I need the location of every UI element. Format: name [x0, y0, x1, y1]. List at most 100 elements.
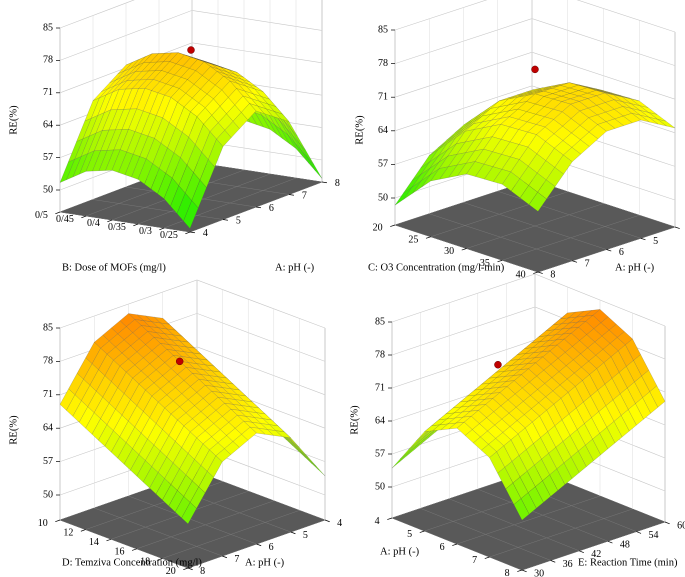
surface-patch [183, 200, 199, 229]
x-tick [288, 194, 294, 196]
x-tick-label: 7 [585, 258, 590, 269]
x-tick-label: 6 [619, 247, 624, 258]
wall-grid-line [391, 273, 666, 327]
x-tick [640, 237, 646, 241]
y-tick [607, 540, 613, 544]
floor-grid-line [477, 488, 608, 542]
surface [59, 313, 326, 525]
z-tick-label: 78 [378, 58, 388, 69]
z-tick-label: 50 [43, 489, 53, 500]
z-tick-label: 71 [378, 91, 388, 102]
y-tick-label: 0/4 [87, 218, 100, 229]
y-axis-title: B: Dose of MOFs (mg/l) [62, 262, 166, 273]
floor-grid-line [162, 510, 300, 559]
y-tick-label: 10 [38, 518, 48, 529]
x-tick [537, 271, 543, 274]
surface [59, 52, 323, 229]
z-tick-label: 57 [43, 152, 53, 163]
x-tick-label: 6 [269, 542, 274, 553]
x-tick-label: 4 [375, 516, 380, 527]
floor-grid-line [521, 521, 666, 571]
floor-grid-line [94, 507, 223, 557]
surface [394, 82, 676, 212]
x-tick [256, 543, 262, 547]
design-point [494, 360, 502, 369]
surface-patch [407, 437, 423, 454]
y-tick-label: 18 [140, 556, 150, 567]
y-axis-title: E: Reaction Time (min) [578, 557, 678, 568]
x-tick [187, 567, 193, 571]
surface [391, 309, 666, 521]
wall-grid-line [59, 0, 135, 29]
floor-grid-line [92, 199, 224, 220]
x-tick-label: 8 [200, 566, 205, 577]
z-tick-label: 78 [375, 349, 385, 360]
x-tick [189, 231, 195, 234]
surface-patch [300, 149, 316, 172]
x-tick-label: 5 [407, 529, 412, 540]
y-tick-label: 16 [115, 547, 125, 558]
x-tick-label: 7 [472, 555, 477, 566]
z-tick-label: 50 [378, 192, 388, 203]
y-tick [131, 548, 137, 551]
y-tick [550, 560, 556, 563]
y-tick-label: 48 [620, 540, 630, 551]
floor-grid-line [502, 215, 640, 261]
x-tick-label: 6 [269, 203, 274, 214]
y-tick [157, 558, 163, 561]
floor-grid-line [128, 495, 257, 545]
surface-patch [528, 192, 547, 212]
y-axis-title: C: O3 Concentration (mg/l-min) [368, 262, 505, 273]
y-tick [497, 259, 503, 263]
x-tick [572, 260, 578, 263]
x-tick [387, 517, 393, 520]
y-tick [636, 531, 642, 534]
y-tick [80, 529, 86, 532]
y-tick-label: 30 [444, 246, 454, 257]
z-tick-label: 57 [43, 456, 53, 467]
x-axis-title: A: pH (-) [275, 262, 315, 273]
y-tick [533, 271, 539, 274]
y-tick-label: 30 [534, 568, 544, 577]
z-tick-label: 85 [43, 322, 53, 333]
y-tick [390, 224, 396, 227]
z-tick-label: 78 [43, 55, 53, 66]
z-tick-label: 64 [378, 125, 388, 136]
z-tick-label: 57 [378, 159, 388, 170]
y-tick [107, 219, 113, 223]
surface-patch [399, 447, 415, 463]
y-tick [55, 211, 61, 215]
x-axis-title: A: pH (-) [380, 546, 420, 557]
x-tick [290, 531, 296, 535]
z-tick-label: 85 [43, 22, 53, 33]
y-tick [55, 519, 61, 522]
y-tick-label: 42 [591, 549, 601, 560]
floor-grid-line [59, 211, 191, 233]
y-tick-label: 12 [63, 528, 73, 539]
x-tick [517, 569, 523, 572]
y-tick-label: 14 [89, 537, 99, 548]
x-tick-label: 5 [303, 530, 308, 541]
floor-grid-line [456, 495, 601, 545]
y-tick [81, 215, 87, 219]
z-tick-label: 64 [43, 119, 53, 130]
floor-grid-line [420, 508, 551, 561]
x-tick-label: 5 [653, 236, 658, 247]
x-tick [674, 226, 680, 229]
y-tick-label: 54 [648, 530, 658, 541]
y-tick-label: 20 [373, 223, 383, 234]
surface-patch [292, 441, 308, 457]
z-axis-title: RE(%) [349, 405, 360, 435]
floor-grid-line [466, 203, 604, 249]
wall-grid-line [394, 0, 676, 33]
x-tick-label: 7 [302, 190, 307, 201]
x-tick-label: 5 [236, 215, 241, 226]
floor-grid-line [59, 519, 189, 569]
surface-patch [181, 502, 197, 525]
wall-grid-line [59, 279, 326, 329]
y-tick-label: 0/35 [108, 222, 126, 233]
z-tick-label: 78 [43, 356, 53, 367]
x-tick-label: 8 [550, 270, 555, 281]
